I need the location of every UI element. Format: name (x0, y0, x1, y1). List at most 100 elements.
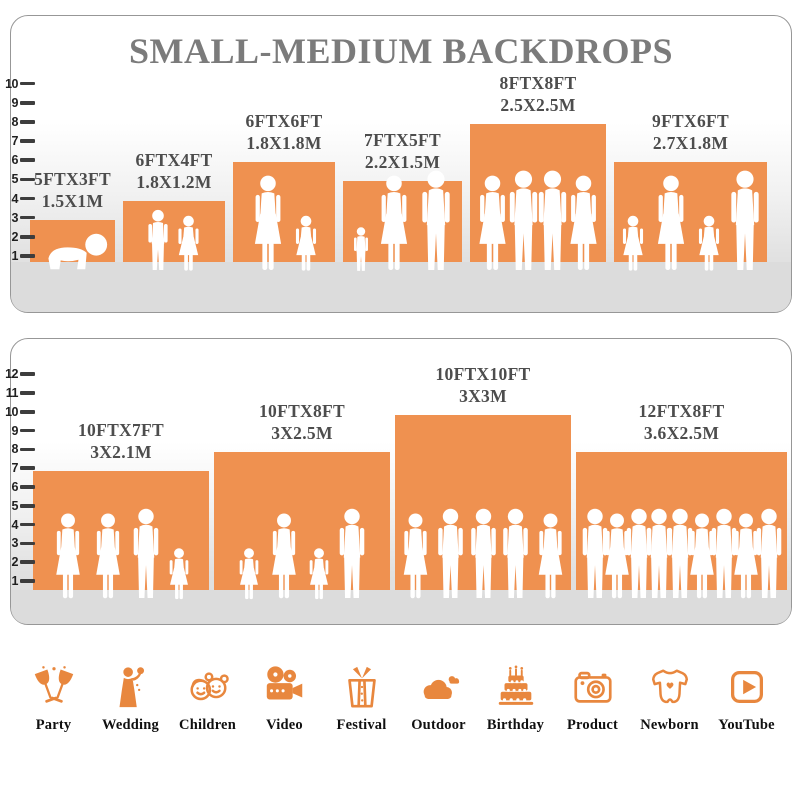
people-silhouette-group (397, 508, 569, 600)
category-party: Party (15, 664, 92, 734)
y-axis-tick-1: 1 (0, 573, 35, 589)
y-tick-mark (20, 410, 35, 414)
backdrop-bar-9ftx6ft: 9FTX6FT 2.7X1.8M (614, 111, 767, 262)
page-title: SMALL-MEDIUM BACKDROPS (128, 31, 673, 71)
backdrop-bar-10ftx10ft: 10FTX10FT 3X3M (395, 364, 571, 590)
video-camera-icon (262, 664, 308, 710)
y-tick-mark (20, 120, 35, 124)
size-label-feet: 8FTX8FT (499, 73, 577, 94)
category-label: YouTube (718, 717, 775, 733)
category-label: Newborn (640, 717, 699, 733)
backdrop-bar-5ftx3ft: 5FTX3FT 1.5X1M (30, 169, 115, 262)
category-product: Product (554, 664, 631, 734)
backdrop-rectangle (233, 162, 335, 262)
backdrop-rectangle (123, 201, 225, 262)
person-silhouette-girl (292, 215, 321, 272)
y-axis-tick-11: 11 (0, 385, 35, 401)
backdrop-size-label: 6FTX4FT 1.8X1.2M (136, 150, 213, 193)
size-label-meters: 1.8X1.8M (246, 132, 322, 153)
person-silhouette-boy (145, 209, 171, 272)
person-silhouette-woman (373, 175, 414, 272)
y-tick-mark (20, 447, 35, 452)
person-silhouette-woman (397, 513, 434, 600)
size-label-feet: 6FTX4FT (135, 150, 213, 171)
floor-area (11, 262, 791, 312)
y-tick-mark (20, 177, 35, 182)
size-label-meters: 1.8X1.2M (136, 171, 212, 192)
festival-gift-icon (339, 664, 385, 710)
people-silhouette-group (578, 508, 785, 600)
y-tick-label: 9 (11, 423, 19, 438)
y-tick-label: 4 (11, 517, 19, 532)
category-youtube: YouTube (708, 664, 785, 734)
person-silhouette-woman (50, 513, 87, 600)
wedding-couple-icon (108, 664, 154, 710)
backdrop-bar-12ftx8ft: 12FTX8FT 3.6X2.5M (576, 401, 787, 590)
y-axis-tick-5: 5 (0, 498, 35, 514)
y-tick-label: 11 (5, 386, 19, 400)
people-silhouette-group (618, 170, 763, 272)
y-tick-label: 7 (11, 134, 19, 149)
y-tick-mark (20, 391, 35, 395)
person-silhouette-girl (618, 215, 647, 272)
category-outdoor: Outdoor (400, 664, 477, 734)
category-festival: Festival (323, 664, 400, 734)
y-axis-tick-12: 12 (0, 366, 35, 382)
birthday-cake-icon (493, 664, 539, 710)
y-tick-mark (20, 254, 35, 258)
y-tick-mark (20, 196, 35, 201)
y-tick-label: 8 (11, 114, 19, 129)
y-tick-mark (20, 235, 35, 239)
backdrop-size-label: 7FTX5FT 2.2X1.5M (364, 130, 441, 173)
y-axis-tick-10: 10 (0, 404, 35, 420)
people-silhouette-group (351, 170, 454, 272)
backdrop-bar-6ftx4ft: 6FTX4FT 1.8X1.2M (123, 150, 225, 262)
backdrop-rectangle (214, 452, 390, 590)
backdrop-size-label: 10FTX7FT 3X2.1M (78, 420, 164, 463)
y-tick-label: 3 (11, 536, 19, 551)
panel-small-medium-backdrops: SMALL-MEDIUM BACKDROPS 1 2 3 4 5 6 7 8 9 10 5FTX3F… (5, 15, 792, 313)
people-silhouette-group (472, 170, 604, 272)
y-tick-mark (20, 215, 35, 220)
newborn-onesie-icon (647, 664, 693, 710)
size-label-feet: 6FTX6FT (245, 111, 323, 132)
y-tick-label: 5 (11, 172, 19, 187)
y-tick-label: 1 (11, 574, 19, 588)
y-axis-tick-7: 7 (0, 460, 35, 476)
panel-large-backdrops: 1 2 3 4 5 6 7 8 9 10 11 12 10FTX7FT 3X2.1M 10FTX8FT 3X2… (5, 338, 792, 625)
person-silhouette-man (726, 170, 763, 272)
people-silhouette-group (50, 508, 193, 600)
size-label-feet: 12FTX8FT (638, 401, 725, 422)
y-axis-tick-3: 3 (0, 210, 35, 226)
y-axis-tick-8: 8 (0, 441, 35, 457)
y-axis-tick-2: 2 (0, 229, 35, 245)
y-axis-tick-9: 9 (0, 95, 35, 111)
category-label: Party (35, 717, 72, 733)
y-tick-mark (20, 504, 35, 508)
backdrop-bar-10ftx8ft: 10FTX8FT 3X2.5M (214, 401, 390, 590)
category-label: Children (179, 717, 236, 733)
y-axis-tick-4: 4 (0, 517, 35, 533)
size-label-feet: 10FTX10FT (435, 364, 531, 385)
person-silhouette-baby (37, 231, 108, 272)
y-tick-label: 8 (11, 442, 19, 457)
y-tick-mark (20, 139, 35, 143)
backdrop-size-label: 10FTX8FT 3X2.5M (259, 401, 345, 444)
person-silhouette-girl (174, 215, 203, 272)
people-silhouette-group (145, 209, 203, 272)
y-tick-mark (20, 372, 35, 376)
person-silhouette-girl (236, 548, 263, 600)
category-birthday: Birthday (477, 664, 554, 734)
backdrop-size-chart-small-medium: 1 2 3 4 5 6 7 8 9 10 5FTX3FT 1.5X1M 6FTX4FT 1.8X1.2M 6… (5, 16, 791, 312)
backdrop-size-label: 12FTX8FT 3.6X2.5M (638, 401, 724, 444)
person-silhouette-man (752, 508, 785, 600)
person-silhouette-woman (532, 513, 569, 600)
product-camera-icon (570, 664, 616, 710)
backdrop-bar-7ftx5ft: 7FTX5FT 2.2X1.5M (343, 130, 462, 262)
person-silhouette-woman (650, 175, 691, 272)
size-label-meters: 3X3M (459, 385, 507, 406)
y-tick-label: 10 (5, 404, 18, 419)
people-silhouette-group (236, 508, 369, 600)
y-tick-mark (20, 579, 35, 583)
